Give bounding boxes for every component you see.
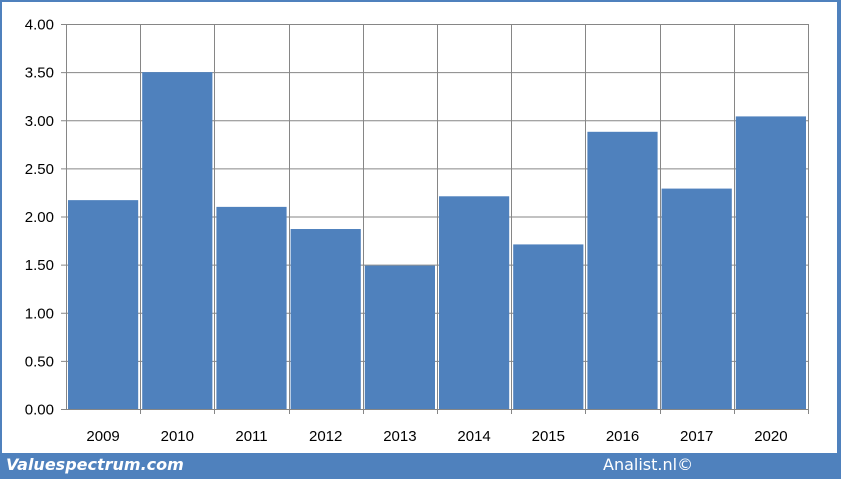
y-tick-label: 2.50 [25,161,54,178]
x-tick-label: 2017 [680,428,713,445]
x-tick-label: 2014 [457,428,490,445]
bar-2020 [735,116,806,410]
y-tick-label: 2.00 [25,209,54,226]
bar-2016 [587,131,658,410]
bar-2014 [439,196,510,409]
bar-2012 [290,229,361,409]
x-tick-label: 2012 [309,428,342,445]
y-tick-label: 4.00 [25,17,54,34]
x-tick-label: 2020 [754,428,787,445]
x-tick-label: 2010 [161,428,194,445]
bar-chart: 0.00 0.50 1.00 1.50 2.00 2.50 3.00 3.50 4.00 2009… [25,17,809,445]
bar-2010 [142,72,213,409]
y-tick-label: 1.00 [25,305,54,322]
bar-2011 [216,206,287,409]
footer-source-left: Valuespectrum.com [6,455,184,474]
bar-2009 [68,200,139,409]
y-tick-label: 3.50 [25,65,54,82]
x-tick-label: 2011 [235,428,267,445]
chart-frame: 0.00 0.50 1.00 1.50 2.00 2.50 3.00 3.50 4.00 2009… [2,2,837,453]
x-tick-label: 2009 [86,428,119,445]
y-tick-label: 1.50 [25,257,54,274]
footer-source-right: Analist.nl© [603,455,694,474]
y-tick-label: 0.00 [25,402,54,419]
y-tick-label: 0.50 [25,353,54,370]
x-tick-label: 2013 [383,428,416,445]
bar-2015 [513,244,584,409]
x-tick-label: 2016 [606,428,639,445]
y-tick-label: 3.00 [25,113,54,130]
bar-2017 [661,188,732,409]
bar-2013 [364,265,435,409]
x-tick-label: 2015 [532,428,565,445]
